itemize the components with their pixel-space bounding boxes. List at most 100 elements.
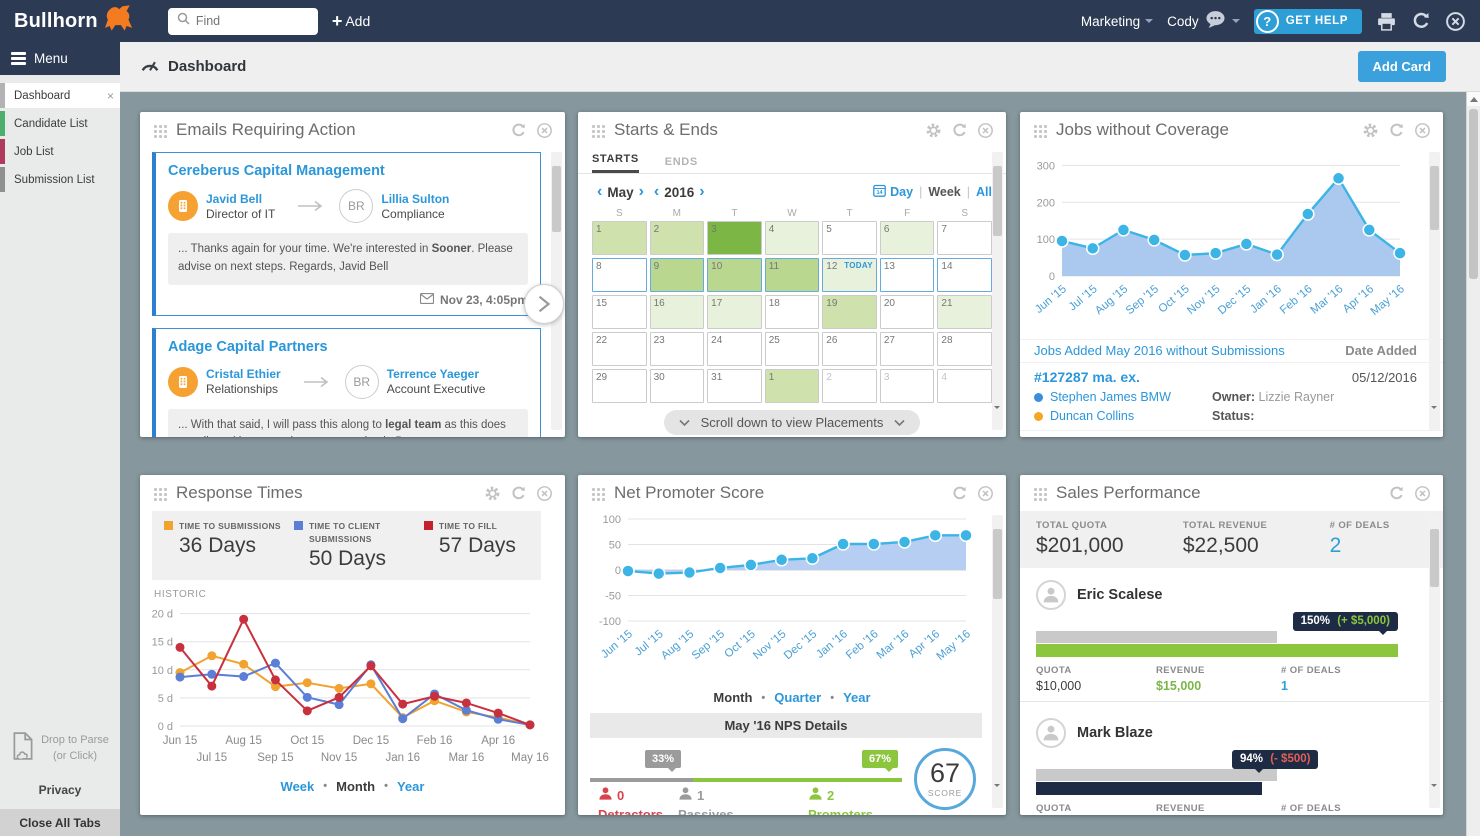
calendar-day-8[interactable]: 8 [592,258,647,292]
close-icon[interactable] [1414,122,1431,139]
job-item[interactable]: #127282 .net developer 05/11/2016 Westpa… [1020,430,1443,437]
view-all[interactable]: All [976,185,992,199]
calendar-day-27[interactable]: 27 [879,332,935,366]
view-day[interactable]: 14 Day [873,184,913,200]
email-from-name[interactable]: Javid Bell [206,191,263,206]
range-week[interactable]: Week [280,778,315,794]
chat-bubble-icon[interactable] [1204,10,1227,32]
search-input[interactable] [195,14,306,28]
calendar-day-20[interactable]: 20 [879,295,935,329]
print-icon[interactable] [1376,12,1397,31]
calendar-day-13[interactable]: 13 [879,258,935,292]
drag-handle-icon[interactable] [152,122,167,138]
close-icon[interactable] [1414,485,1431,502]
refresh-icon[interactable] [951,122,968,139]
next-year-arrow[interactable]: › [699,183,705,200]
next-email-button[interactable] [524,284,564,324]
sidebar-item-job-list[interactable]: Job List [0,139,120,164]
refresh-icon[interactable] [1411,11,1431,31]
refresh-icon[interactable] [1388,485,1405,502]
view-week[interactable]: Week [928,185,961,199]
calendar-day-3[interactable]: 3 [879,369,935,403]
email-company-link[interactable]: Cereberus Capital Management [168,163,385,179]
calendar-day-9[interactable]: 9 [649,258,705,292]
card-scrollbar[interactable] [1429,152,1440,430]
sidebar-item-candidate-list[interactable]: Candidate List [0,111,120,136]
calendar-day-31[interactable]: 31 [707,369,762,403]
calendar-day-7[interactable]: 7 [937,221,992,255]
page-scrollbar[interactable] [1466,92,1480,836]
calendar-day-26[interactable]: 26 [822,332,877,366]
calendar-day-19[interactable]: 19 [822,295,877,329]
drag-handle-icon[interactable] [590,485,605,501]
scrollbar-thumb[interactable] [1469,109,1478,279]
card-scrollbar[interactable] [1429,515,1440,808]
add-card-button[interactable]: Add Card [1357,51,1446,82]
gear-icon[interactable] [925,122,942,139]
tab-ends[interactable]: ENDS [664,156,698,168]
range-month[interactable]: Month [713,690,753,705]
jobs-added-link[interactable]: Jobs Added May 2016 without Submissions [1034,343,1285,358]
get-help-button[interactable]: ? GET HELP [1253,8,1362,34]
calendar-day-28[interactable]: 28 [937,332,992,366]
drop-to-parse[interactable]: Drop to Parse (or Click) [0,724,120,776]
range-year[interactable]: Year [843,690,871,705]
card-scrollbar[interactable] [992,152,1003,430]
calendar-day-4[interactable]: 4 [764,221,820,255]
email-company-link[interactable]: Adage Capital Partners [168,338,328,355]
menu-toggle[interactable]: Menu [0,42,120,75]
calendar-day-15[interactable]: 15 [592,295,647,329]
close-tab-icon[interactable]: × [106,88,114,103]
department-menu[interactable]: Marketing [1081,14,1154,29]
scroll-placements-button[interactable]: Scroll down to view Placements [663,410,921,435]
user-menu[interactable]: Cody [1167,10,1240,32]
calendar-day-1[interactable]: 1 [592,221,647,255]
drag-handle-icon[interactable] [1032,485,1047,501]
tab-starts[interactable]: STARTS [592,153,639,173]
calendar-day-3[interactable]: 3 [707,221,762,255]
calendar-day-17[interactable]: 17 [707,295,762,329]
calendar-day-22[interactable]: 22 [592,332,647,366]
range-year[interactable]: Year [396,778,425,794]
card-scrollbar[interactable] [992,515,1003,808]
sales-rep-row[interactable]: Mark Blaze 94% (- $500) QUOTA$8,000 REVE… [1020,706,1443,815]
calendar-day-14[interactable]: 14 [937,258,992,292]
sidebar-item-submission-list[interactable]: Submission List [0,167,120,192]
global-search[interactable] [167,7,318,35]
job-id-link[interactable]: #127287 ma. ex. [1034,369,1140,385]
job-item[interactable]: #127287 ma. ex. 05/12/2016 Stephen James… [1020,362,1443,430]
close-session-icon[interactable] [1445,11,1466,32]
calendar-day-2[interactable]: 2 [822,369,877,403]
calendar-day-6[interactable]: 6 [879,221,935,255]
calendar-day-25[interactable]: 25 [764,332,820,366]
calendar-day-29[interactable]: 29 [592,369,647,403]
scroll-up-arrow[interactable] [1467,92,1480,106]
calendar-day-21[interactable]: 21 [937,295,992,329]
drag-handle-icon[interactable] [152,485,167,501]
calendar-day-1[interactable]: 1 [764,369,820,403]
drag-handle-icon[interactable] [1032,122,1047,138]
range-month[interactable]: Month [336,778,376,794]
close-all-tabs-button[interactable]: Close All Tabs [0,809,120,836]
next-month-arrow[interactable]: › [638,183,644,200]
bullhorn-logo[interactable]: Bullhorn [0,4,150,38]
calendar-day-4[interactable]: 4 [937,369,992,403]
calendar-day-11[interactable]: 11 [764,258,820,292]
quick-add-button[interactable]: + Add [332,12,370,30]
sidebar-item-dashboard[interactable]: Dashboard × [0,83,120,108]
calendar-day-23[interactable]: 23 [649,332,705,366]
close-icon[interactable] [977,485,994,502]
calendar-day-2[interactable]: 2 [649,221,705,255]
prev-year-arrow[interactable]: ‹ [653,183,660,200]
email-to-name[interactable]: Terrence Yaeger [386,367,479,382]
email-from-name[interactable]: Cristal Ethier [206,367,281,382]
close-icon[interactable] [536,485,553,502]
rep-name[interactable]: Eric Scalese [1077,587,1163,603]
close-icon[interactable] [536,122,553,139]
job-contact-link[interactable]: Duncan Collins [1034,409,1212,423]
refresh-icon[interactable] [951,485,968,502]
gear-icon[interactable] [484,485,501,502]
job-contact-link[interactable]: Stephen James BMW [1034,390,1212,404]
prev-month-arrow[interactable]: ‹ [597,183,603,200]
calendar-day-5[interactable]: 5 [822,221,877,255]
